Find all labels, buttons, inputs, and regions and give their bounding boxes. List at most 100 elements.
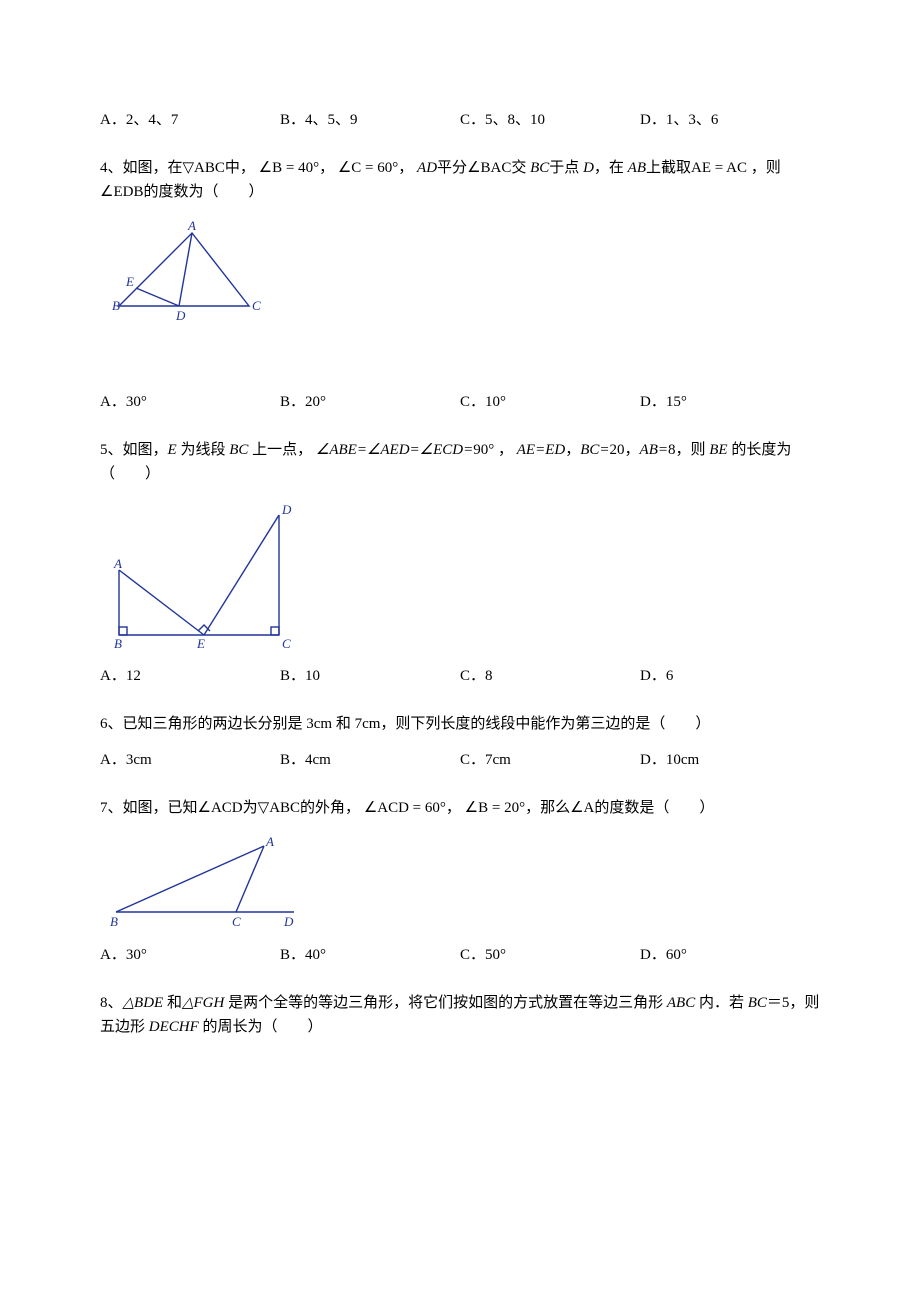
q7-label-a: A [265, 834, 274, 849]
q7-triangle-icon: A B C D [104, 834, 304, 929]
q5-t7: AE=ED [517, 442, 565, 458]
q7-t0: 7、如图，已知 [100, 800, 198, 816]
q4-t19: ∠EDB [100, 184, 143, 200]
q6-c-text: C．7cm [460, 752, 511, 768]
q5-t10: 20， [610, 442, 640, 458]
q8-t2: 和 [167, 995, 182, 1011]
q7-option-b: B．40° [280, 943, 460, 967]
q6-option-b: B．4cm [280, 748, 460, 772]
q7-option-d: D．60° [640, 943, 820, 967]
q4-option-d: D．15° [640, 390, 820, 414]
q7-label-d: D [283, 914, 294, 929]
q4-stem: 4、如图，在▽ABC中， ∠B = 40°， ∠C = 60°， AD平分∠BA… [100, 156, 820, 204]
q6-options: A．3cm B．4cm C．7cm D．10cm [100, 748, 820, 772]
q5-t4: 上一点， [252, 442, 316, 458]
q5-label-d: D [281, 502, 292, 517]
q7-t6: ， [446, 800, 465, 816]
q8-t4: 是两个全等的等边三角形，将它们按如图的方式放置在等边三角形 [228, 995, 667, 1011]
q7-figure: A B C D [104, 834, 820, 929]
q4-label-e: E [125, 274, 134, 289]
q4-t10: 交 [511, 160, 530, 176]
q4-triangle-icon: A B C D E [104, 218, 264, 328]
q4-t7: AD [417, 160, 437, 176]
q7-options: A．30° B．40° C．50° D．60° [100, 943, 820, 967]
q5-option-d: D．6 [640, 664, 820, 688]
q7-t7: ∠B = 20° [465, 800, 525, 816]
q3-options: A．2、4、7 B．4、5、9 C．5、8、10 D．1、3、6 [100, 108, 820, 132]
q4-t1: ▽ABC [183, 160, 225, 176]
q7-t10: 的度数是（ ） [594, 800, 714, 816]
q4-figure: A B C D E [104, 218, 820, 328]
q4-t8: 平分 [437, 160, 467, 176]
q4-t11: BC [530, 160, 549, 176]
q4-t16: 上截取 [646, 160, 691, 176]
q8-t1: △BDE [123, 995, 167, 1011]
q5-geometry-icon: A B C D E [104, 500, 304, 650]
q5-options: A．12 B．10 C．8 D．6 [100, 664, 820, 688]
q6-a-text: A．3cm [100, 752, 152, 768]
q7-t4: 的外角， [300, 800, 364, 816]
q5-t13: BE [709, 442, 731, 458]
q4-options: A．30° B．20° C．10° D．15° [100, 390, 820, 414]
q5-t0: 5、如图， [100, 442, 168, 458]
q6-option-c: C．7cm [460, 748, 640, 772]
q5-option-b: B．10 [280, 664, 460, 688]
q4-t20: 的度数为（ ） [143, 184, 263, 200]
q4-label-a: A [187, 218, 196, 233]
q4-t6: ， [398, 160, 417, 176]
q7-option-c: C．50° [460, 943, 640, 967]
q4-t5: ∠C = 60° [338, 160, 398, 176]
q5-label-a: A [113, 556, 122, 571]
q6-option-d: D．10cm [640, 748, 820, 772]
q5-t5: ∠ABE=∠AED=∠ECD= [316, 442, 473, 458]
q7-t5: ∠ACD = 60° [364, 800, 446, 816]
q3-option-d: D．1、3、6 [640, 108, 820, 132]
q5-t1: E [168, 442, 181, 458]
q4-t2: 中， [225, 160, 259, 176]
q4-option-a: A．30° [100, 390, 280, 414]
q7-label-c: C [232, 914, 241, 929]
q7-t8: ，那么 [525, 800, 570, 816]
q5-t8: ， [565, 442, 580, 458]
q5-t2: 为线段 [180, 442, 229, 458]
q8-t10: 的周长为（ ） [203, 1019, 323, 1035]
q6-b-text: B．4cm [280, 752, 331, 768]
q7-label-b: B [110, 914, 118, 929]
q7-t1: ∠ACD [198, 800, 243, 816]
q5-t6: 90° ， [473, 442, 517, 458]
q5-label-e: E [196, 636, 205, 650]
q5-stem: 5、如图，E 为线段 BC 上一点， ∠ABE=∠AED=∠ECD=90° ， … [100, 438, 820, 486]
q8-t7: BC [748, 995, 767, 1011]
q8-t6: 内．若 [699, 995, 748, 1011]
q5-option-a: A．12 [100, 664, 280, 688]
q4-option-b: B．20° [280, 390, 460, 414]
q7-t3: ▽ABC [258, 800, 300, 816]
q4-t13: D [583, 160, 594, 176]
q5-t9: BC= [580, 442, 609, 458]
q7-option-a: A．30° [100, 943, 280, 967]
q4-t9: ∠BAC [467, 160, 511, 176]
q3-option-c: C．5、8、10 [460, 108, 640, 132]
q7-t2: 为 [243, 800, 258, 816]
q5-option-c: C．8 [460, 664, 640, 688]
q6-option-a: A．3cm [100, 748, 280, 772]
q6-stem: 6、已知三角形的两边长分别是 3cm 和 7cm，则下列长度的线段中能作为第三边… [100, 712, 820, 736]
q3-option-a: A．2、4、7 [100, 108, 280, 132]
q5-label-c: C [282, 636, 291, 650]
q4-t18: ，则 [747, 160, 781, 176]
q6-d-text: D．10cm [640, 752, 699, 768]
q8-t3: △FGH [182, 995, 228, 1011]
q4-t12: 于点 [549, 160, 583, 176]
q4-label-c: C [252, 298, 261, 313]
q8-t9: DECHF [149, 1019, 203, 1035]
q4-t14: ，在 [594, 160, 628, 176]
q4-label-b: B [112, 298, 120, 313]
q7-stem: 7、如图，已知∠ACD为▽ABC的外角， ∠ACD = 60°， ∠B = 20… [100, 796, 820, 820]
q4-t15: AB [628, 160, 646, 176]
q6-text: 6、已知三角形的两边长分别是 3cm 和 7cm，则下列长度的线段中能作为第三边… [100, 716, 710, 732]
q4-label-d: D [175, 308, 186, 323]
q8-t0: 8、 [100, 995, 123, 1011]
q3-option-b: B．4、5、9 [280, 108, 460, 132]
q8-t5: ABC [667, 995, 699, 1011]
q8-stem: 8、△BDE 和△FGH 是两个全等的等边三角形，将它们按如图的方式放置在等边三… [100, 991, 820, 1039]
